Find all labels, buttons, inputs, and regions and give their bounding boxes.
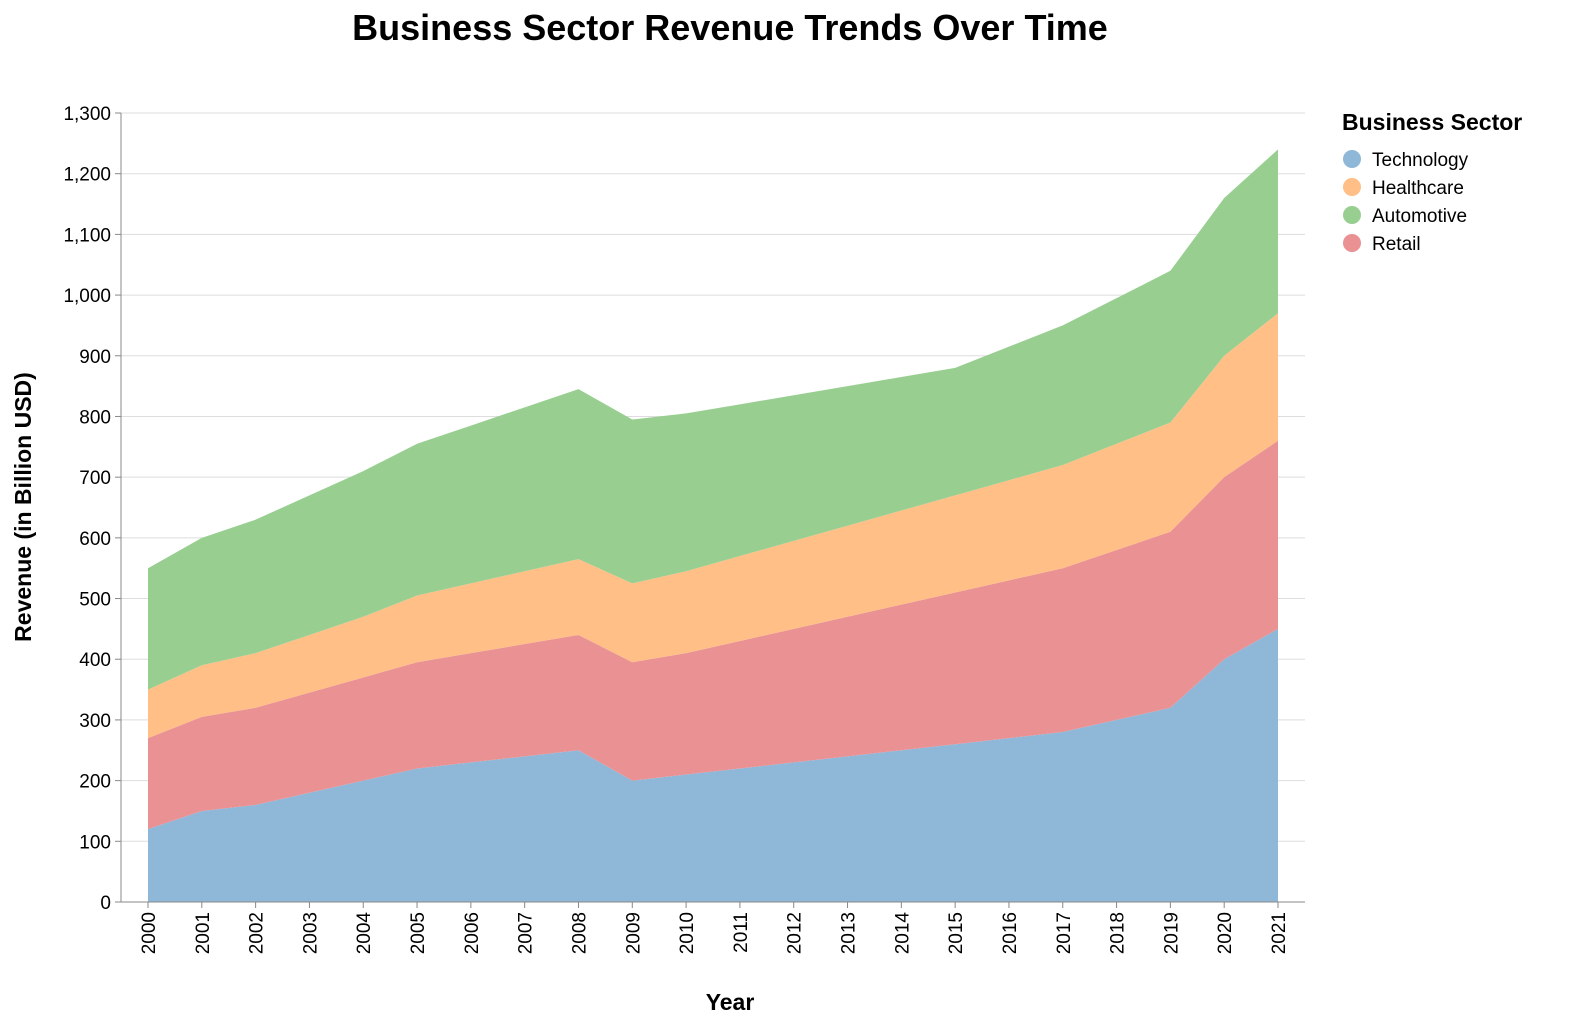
legend-swatch-retail [1343, 234, 1361, 252]
legend-label-retail: Retail [1372, 234, 1421, 255]
legend-label-healthcare: Healthcare [1372, 178, 1464, 199]
y-tick-label: 1,300 [63, 104, 111, 125]
y-tick-label: 300 [79, 711, 111, 732]
y-tick-label: 1,100 [63, 225, 111, 246]
x-tick-label: 2005 [408, 912, 429, 954]
legend-swatch-technology [1343, 150, 1361, 168]
legend-swatch-automotive [1343, 206, 1361, 224]
y-tick-label: 100 [79, 832, 111, 853]
x-tick-label: 2014 [892, 912, 913, 955]
x-tick-label: 2012 [785, 912, 806, 954]
area-retail [148, 440, 1278, 830]
x-tick-label: 2020 [1215, 912, 1236, 954]
y-tick-label: 200 [79, 772, 111, 793]
area-technology [148, 628, 1278, 902]
legend-label-automotive: Automotive [1372, 206, 1467, 227]
x-tick-label: 2010 [677, 912, 698, 954]
legend: Business Sector Technology Healthcare Auto… [1342, 109, 1522, 255]
legend-label-technology: Technology [1372, 150, 1469, 171]
y-tick-label: 1,200 [63, 165, 111, 186]
y-tick-label: 800 [79, 407, 111, 428]
x-tick-label: 2018 [1108, 912, 1129, 954]
x-tick-label: 2007 [516, 912, 537, 954]
y-tick-label: 700 [79, 468, 111, 489]
chart-title: Business Sector Revenue Trends Over Time [352, 7, 1108, 48]
x-axis: 2000 2001 2002 2003 2004 2005 2006 2007 2008 2009… [121, 901, 1305, 955]
area-automotive [148, 149, 1278, 690]
x-tick-label: 2004 [354, 912, 375, 955]
x-tick-label: 2016 [1000, 912, 1021, 954]
x-tick-label: 2001 [193, 912, 214, 954]
area-healthcare [148, 313, 1278, 739]
x-tick-label: 2008 [569, 912, 590, 954]
area-series [148, 149, 1278, 902]
x-tick-label: 2013 [839, 912, 860, 954]
x-tick-label: 2019 [1161, 912, 1182, 954]
x-tick-label: 2006 [462, 912, 483, 954]
x-tick-label: 2017 [1054, 912, 1075, 954]
y-tick-label: 900 [79, 347, 111, 368]
legend-title: Business Sector [1342, 109, 1522, 135]
y-tick-label: 0 [100, 893, 111, 914]
x-tick-label: 2011 [731, 912, 752, 953]
legend-swatch-healthcare [1343, 178, 1361, 196]
y-tick-label: 400 [79, 650, 111, 671]
y-tick-label: 600 [79, 529, 111, 550]
x-tick-label: 2009 [623, 912, 644, 954]
x-tick-label: 2015 [946, 912, 967, 954]
x-axis-title: Year [706, 989, 755, 1015]
x-tick-label: 2002 [247, 912, 268, 954]
x-tick-label: 2021 [1269, 912, 1290, 954]
y-tick-label: 1,000 [63, 286, 111, 307]
y-tick-label: 500 [79, 590, 111, 611]
y-axis: 0 100 200 300 400 500 600 700 800 900 1,000 1,100 1,… [63, 104, 122, 914]
x-tick-label: 2003 [300, 912, 321, 954]
y-axis-title: Revenue (in Billion USD) [10, 372, 36, 642]
x-tick-label: 2000 [139, 912, 160, 954]
